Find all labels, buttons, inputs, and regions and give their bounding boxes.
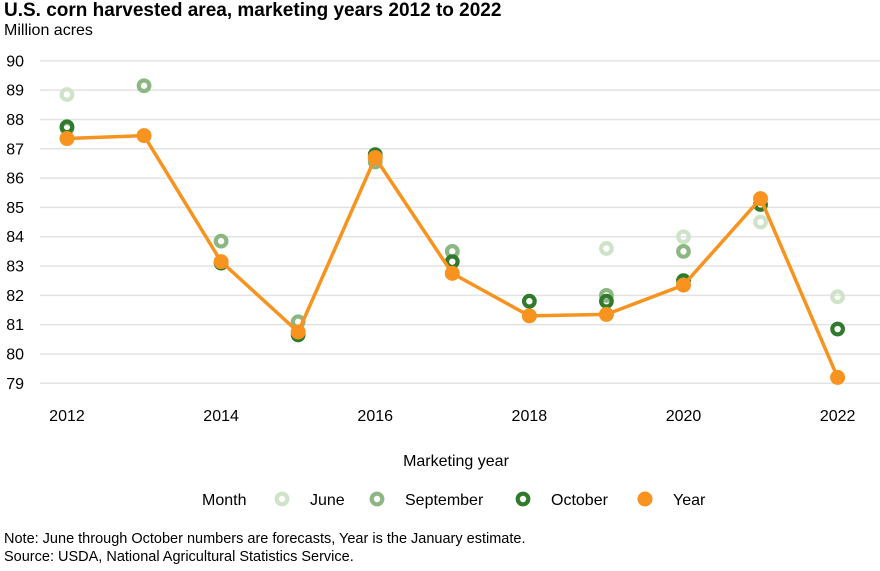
x-tick-label: 2014 <box>203 408 239 425</box>
legend-marker-june <box>274 491 290 507</box>
chart-subtitle: Million acres <box>4 22 93 39</box>
year-point <box>213 254 229 270</box>
x-axis-label: Marketing year <box>403 453 509 470</box>
y-tick-label: 81 <box>6 317 24 334</box>
october-point <box>599 293 614 309</box>
year-point <box>598 306 614 322</box>
june-point <box>599 241 614 256</box>
june-point <box>59 87 75 102</box>
x-tick-label: 2018 <box>512 408 548 425</box>
year-point <box>367 150 383 166</box>
y-tick-label: 90 <box>6 53 24 70</box>
legend-label-september: September <box>405 492 484 509</box>
y-tick-label: 82 <box>6 288 24 305</box>
x-tick-label: 2016 <box>357 408 393 425</box>
chart-title: U.S. corn harvested area, marketing year… <box>4 0 502 21</box>
year-point <box>444 265 460 281</box>
y-tick-label: 83 <box>6 259 24 276</box>
june-point <box>676 229 691 245</box>
legend-label-year: Year <box>673 492 706 509</box>
y-tick-label: 89 <box>6 83 24 100</box>
y-tick-label: 88 <box>6 112 24 129</box>
legend-label-june: June <box>310 492 345 509</box>
footnote: Note: June through October numbers are f… <box>4 530 525 566</box>
june-point <box>753 214 768 230</box>
legend-marker-october <box>515 491 531 507</box>
legend-title: Month <box>202 492 246 509</box>
legend: Month June September October Year <box>202 491 706 509</box>
data-marks <box>59 78 846 385</box>
x-tick-label: 2022 <box>820 408 856 425</box>
october-point <box>59 119 75 135</box>
september-point <box>599 287 614 303</box>
y-tick-label: 84 <box>6 229 24 246</box>
september-point <box>213 233 229 249</box>
x-tick-label: 2012 <box>49 408 85 425</box>
october-point <box>521 293 537 309</box>
year-point <box>753 191 769 207</box>
y-tick-label: 87 <box>6 141 24 158</box>
grid-lines <box>40 60 880 385</box>
june-point <box>830 289 846 305</box>
y-tick-label: 85 <box>6 200 24 217</box>
y-axis-ticks: 79 80 81 82 83 84 85 86 87 88 89 90 <box>6 53 24 392</box>
september-point <box>676 243 691 259</box>
y-tick-label: 79 <box>6 376 24 393</box>
x-axis-ticks: 2012 2014 2016 2018 2020 2022 <box>49 408 855 425</box>
y-tick-label: 80 <box>6 346 24 363</box>
x-tick-label: 2020 <box>666 408 702 425</box>
year-point <box>290 324 306 340</box>
y-tick-label: 86 <box>6 171 24 188</box>
year-point <box>675 277 691 293</box>
note-text: Note: June through October numbers are f… <box>4 531 526 547</box>
year-point <box>136 128 152 144</box>
year-point <box>830 369 846 385</box>
year-point <box>59 131 75 147</box>
legend-marker-year <box>637 491 653 507</box>
october-point <box>830 321 846 337</box>
legend-label-october: October <box>551 492 609 509</box>
september-point <box>136 78 152 94</box>
source-text: Source: USDA, National Agricultural Stat… <box>4 549 354 565</box>
year-point <box>521 308 537 324</box>
legend-marker-september <box>369 491 385 507</box>
